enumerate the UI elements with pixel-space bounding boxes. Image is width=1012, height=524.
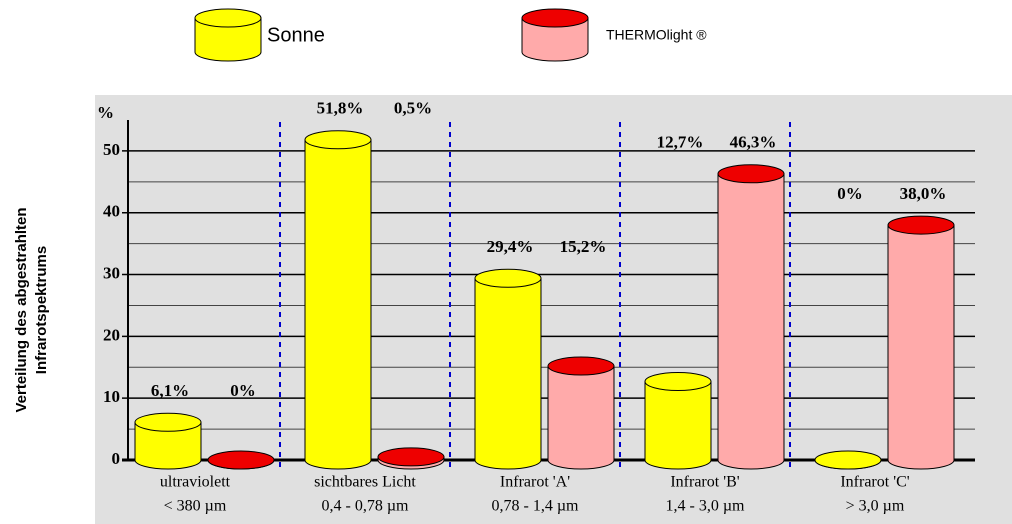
x-tick-label: < 380 µm (164, 498, 227, 515)
bar (814, 450, 882, 470)
value-label: 6,1% (151, 381, 189, 400)
bar-top (644, 371, 712, 391)
legend-swatch-body (521, 17, 589, 62)
bar-body (547, 365, 615, 470)
value-label: 15,2% (560, 237, 607, 256)
bar-body (474, 277, 542, 470)
bar-top (474, 268, 542, 288)
value-label: 12,7% (657, 133, 704, 152)
value-label: 46,3% (730, 133, 777, 152)
x-tick-label: ultraviolett (160, 474, 231, 491)
bar (717, 164, 785, 470)
x-tick-label: Infrarot 'B' (670, 474, 739, 491)
bar (644, 371, 712, 470)
y-tick-label: 50 (103, 140, 120, 159)
legend-swatch-top (194, 8, 262, 28)
value-label: 51,8% (317, 99, 364, 118)
x-tick-label: 0,78 - 1,4 µm (492, 498, 580, 515)
bar (474, 268, 542, 470)
bar (547, 356, 615, 470)
y-unit: % (97, 103, 114, 122)
y-axis-label: Verteilung des abgestrahlten (13, 207, 30, 412)
bar-top (887, 215, 955, 235)
bar-top (717, 164, 785, 184)
bar-top (547, 356, 615, 376)
bar-body (304, 139, 372, 470)
y-axis-label: Infrarotspektrums (33, 246, 50, 374)
x-tick-label: Infrarot 'C' (840, 474, 909, 491)
bar-body (887, 224, 955, 470)
bar (377, 447, 445, 470)
legend-swatch-top (521, 8, 589, 28)
x-tick-label: 0,4 - 0,78 µm (322, 498, 410, 515)
x-tick-label: 1,4 - 3,0 µm (666, 498, 746, 515)
legend-label: THERMOlight ® (606, 27, 707, 43)
x-tick-label: > 3,0 µm (846, 498, 905, 515)
legend-swatch-body (194, 17, 262, 62)
y-tick-label: 10 (103, 387, 120, 406)
bar (887, 215, 955, 470)
value-label: 0% (230, 381, 256, 400)
y-tick-label: 40 (103, 202, 120, 221)
value-label: 38,0% (900, 184, 947, 203)
value-label: 0% (837, 184, 863, 203)
legend-swatch (521, 8, 589, 62)
bar-body (717, 173, 785, 470)
bar-top (814, 450, 882, 470)
bar-body (644, 380, 712, 470)
legend-label: Sonne (267, 24, 325, 46)
bar (134, 412, 202, 470)
x-tick-label: sichtbares Licht (314, 474, 416, 491)
bar (304, 130, 372, 470)
value-label: 0,5% (394, 99, 432, 118)
y-tick-label: 0 (112, 449, 121, 468)
bar (207, 450, 275, 470)
bar-top (304, 130, 372, 150)
bar-top (377, 447, 445, 467)
x-tick-label: Infrarot 'A' (500, 474, 570, 491)
legend-swatch (194, 8, 262, 62)
bar-top (207, 450, 275, 470)
value-label: 29,4% (487, 237, 534, 256)
bar-body (134, 421, 202, 470)
y-tick-label: 20 (103, 325, 120, 344)
bar-top (134, 412, 202, 432)
y-tick-label: 30 (103, 263, 120, 282)
